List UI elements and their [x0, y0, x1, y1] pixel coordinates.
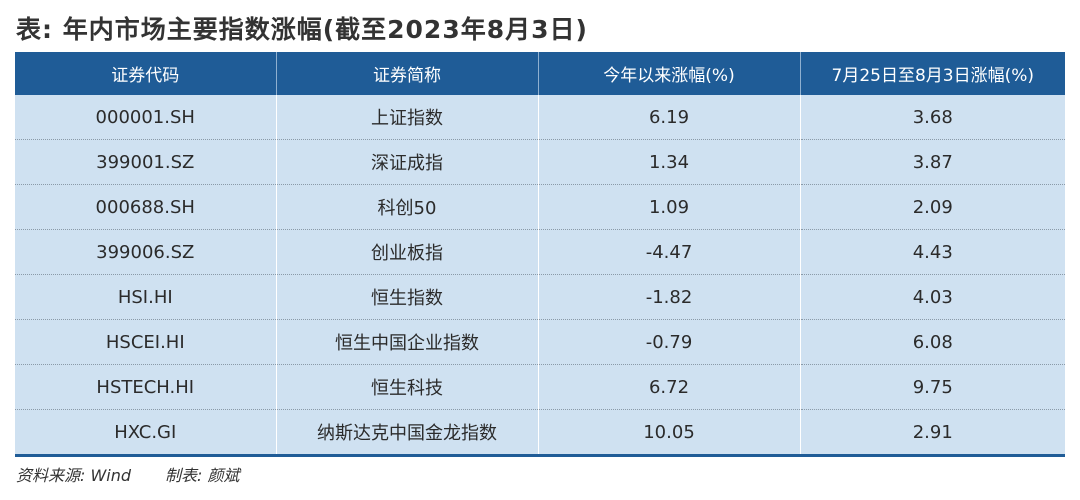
period-change-cell: 4.03	[799, 274, 1065, 320]
security-code-cell: 000688.SH	[15, 184, 276, 230]
table-footer: 资料来源: Wind 制表: 颜斌	[16, 462, 240, 486]
table-row: 399001.SZ 深证成指 1.34 3.87	[15, 139, 1065, 185]
period-change-cell: 2.09	[799, 184, 1065, 230]
security-code-cell: HXC.GI	[15, 409, 276, 456]
security-name-cell: 纳斯达克中国金龙指数	[275, 409, 538, 456]
page-title: 表: 年内市场主要指数涨幅(截至2023年8月3日)	[16, 15, 588, 44]
period-change-cell: 4.43	[799, 229, 1065, 275]
table-row: HSCEI.HI 恒生中国企业指数 -0.79 6.08	[15, 319, 1065, 365]
security-code-cell: 399006.SZ	[15, 229, 276, 275]
security-name-cell: 创业板指	[275, 229, 538, 275]
header-security-name: 证券简称	[275, 52, 538, 95]
period-change-cell: 6.08	[799, 319, 1065, 365]
header-ytd-change: 今年以来涨幅(%)	[537, 52, 800, 95]
security-name-cell: 恒生科技	[275, 364, 538, 410]
ytd-change-cell: -0.79	[537, 319, 800, 365]
ytd-change-cell: 1.09	[537, 184, 800, 230]
security-name-cell: 恒生中国企业指数	[275, 319, 538, 365]
header-security-code: 证券代码	[15, 52, 276, 95]
table-row: HSTECH.HI 恒生科技 6.72 9.75	[15, 364, 1065, 410]
period-change-cell: 9.75	[799, 364, 1065, 410]
security-name-cell: 上证指数	[275, 95, 538, 140]
ytd-change-cell: -4.47	[537, 229, 800, 275]
index-table: 证券代码 证券简称 今年以来涨幅(%) 7月25日至8月3日涨幅(%) 0000…	[15, 52, 1065, 457]
period-change-cell: 3.68	[799, 95, 1065, 140]
table-row: 399006.SZ 创业板指 -4.47 4.43	[15, 229, 1065, 275]
security-code-cell: 000001.SH	[15, 95, 276, 140]
security-name-cell: 深证成指	[275, 139, 538, 185]
security-code-cell: HSCEI.HI	[15, 319, 276, 365]
period-change-cell: 3.87	[799, 139, 1065, 185]
security-code-cell: 399001.SZ	[15, 139, 276, 185]
security-name-cell: 恒生指数	[275, 274, 538, 320]
table-author: 制表: 颜斌	[165, 466, 240, 485]
ytd-change-cell: 6.72	[537, 364, 800, 410]
ytd-change-cell: 10.05	[537, 409, 800, 456]
table-row: 000001.SH 上证指数 6.19 3.68	[15, 95, 1065, 140]
ytd-change-cell: -1.82	[537, 274, 800, 320]
security-name-cell: 科创50	[275, 184, 538, 230]
ytd-change-cell: 1.34	[537, 139, 800, 185]
period-change-cell: 2.91	[799, 409, 1065, 456]
table-row: HSI.HI 恒生指数 -1.82 4.03	[15, 274, 1065, 320]
table-row: 000688.SH 科创50 1.09 2.09	[15, 184, 1065, 230]
ytd-change-cell: 6.19	[537, 95, 800, 140]
security-code-cell: HSI.HI	[15, 274, 276, 320]
table-header-row: 证券代码 证券简称 今年以来涨幅(%) 7月25日至8月3日涨幅(%)	[15, 52, 1065, 95]
data-source: 资料来源: Wind	[16, 466, 132, 485]
table-row: HXC.GI 纳斯达克中国金龙指数 10.05 2.91	[15, 409, 1065, 456]
security-code-cell: HSTECH.HI	[15, 364, 276, 410]
header-period-change: 7月25日至8月3日涨幅(%)	[799, 52, 1065, 95]
